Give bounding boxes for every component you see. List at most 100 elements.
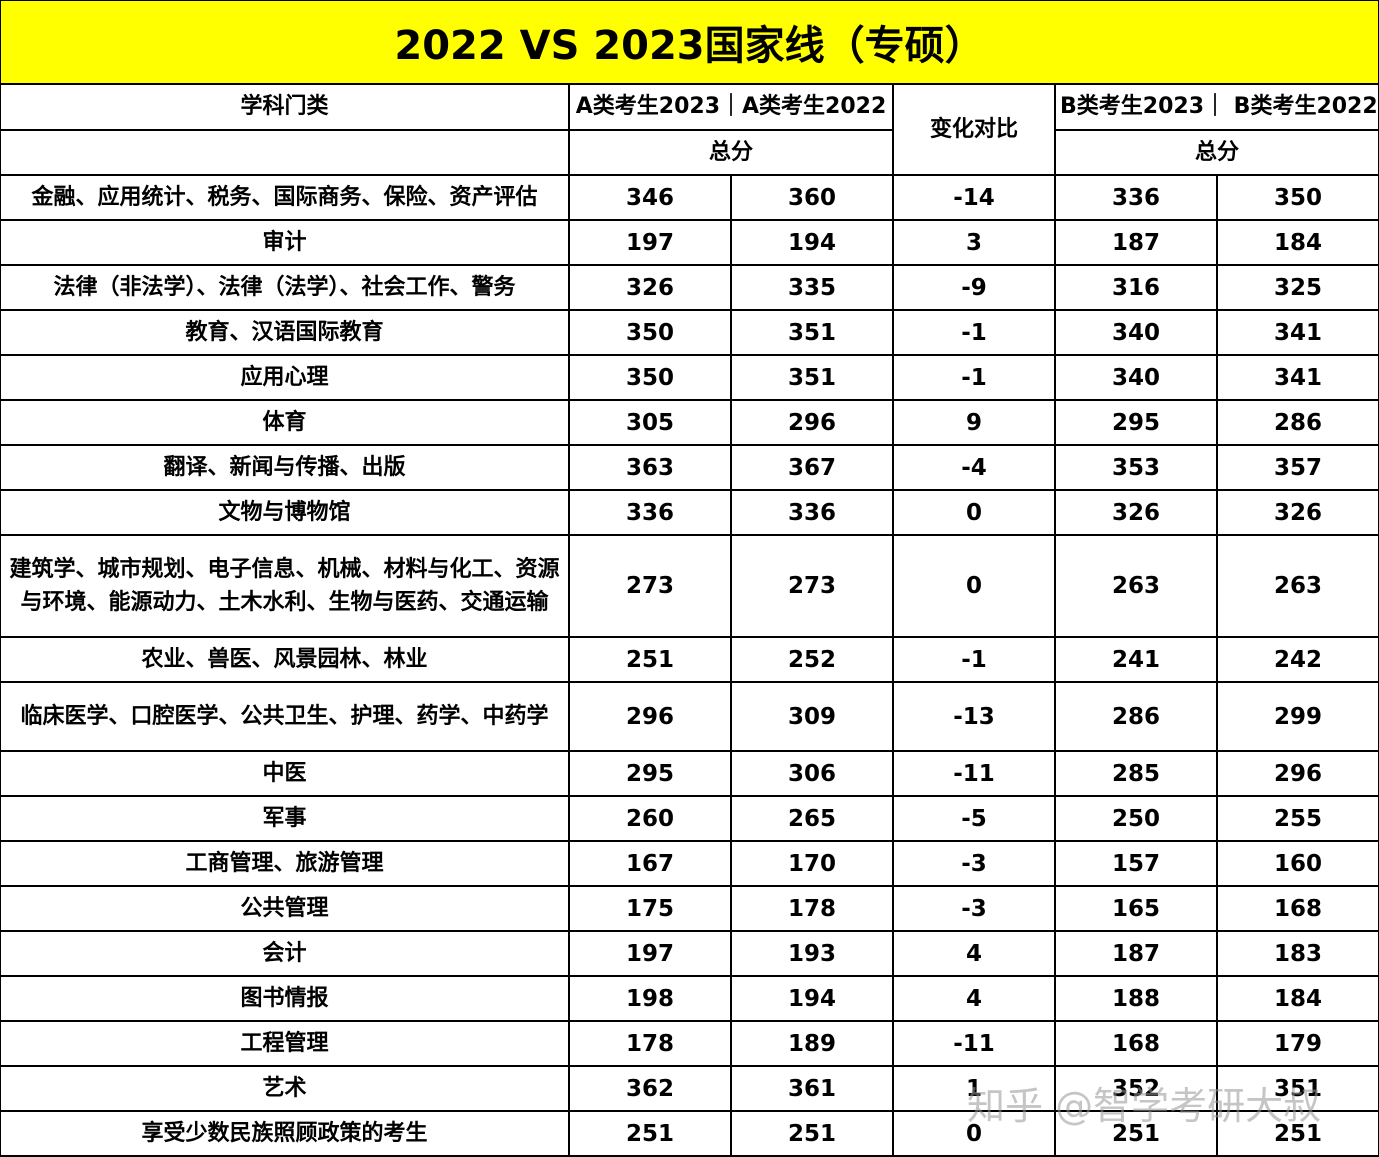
header-row-2: 总分 总分 xyxy=(1,129,1379,176)
a2022-score-cell: 265 xyxy=(729,795,895,842)
a2023-score-cell: 350 xyxy=(568,354,732,401)
b2022-score-cell: 179 xyxy=(1216,1020,1379,1067)
b2022-score-cell: 351 xyxy=(1216,1065,1379,1112)
b2022-score-cell: 242 xyxy=(1216,636,1379,683)
b2022-score-cell: 168 xyxy=(1216,885,1379,932)
a2022-score-cell: 194 xyxy=(729,219,895,266)
subject-cell: 公共管理 xyxy=(1,885,570,932)
subject-cell: 教育、汉语国际教育 xyxy=(1,309,570,356)
change-cell: -3 xyxy=(892,840,1057,887)
header-row-1: 学科门类 A类考生2023｜A类考生2022 变化对比 B类考生2023｜ B类… xyxy=(1,85,1379,176)
subject-cell: 文物与博物馆 xyxy=(1,489,570,536)
a2022-score-cell: 336 xyxy=(729,489,895,536)
subject-cell: 中医 xyxy=(1,750,570,797)
change-cell: -1 xyxy=(892,309,1057,356)
subject-cell: 体育 xyxy=(1,399,570,446)
b2022-score-cell: 326 xyxy=(1216,489,1379,536)
change-cell: 3 xyxy=(892,219,1057,266)
b2023-score-cell: 340 xyxy=(1054,309,1219,356)
b2022-score-cell: 183 xyxy=(1216,930,1379,977)
b2022-score-cell: 286 xyxy=(1216,399,1379,446)
a2022-score-cell: 194 xyxy=(729,975,895,1022)
change-cell: 0 xyxy=(892,1110,1057,1157)
a2023-score-cell: 197 xyxy=(568,930,732,977)
table-row: 金融、应用统计、税务、国际商务、保险、资产评估 346 360 -14 336 350 xyxy=(1,174,1379,221)
b2023-score-cell: 157 xyxy=(1054,840,1219,887)
a2023-score-cell: 197 xyxy=(568,219,732,266)
b2022-score-cell: 299 xyxy=(1216,681,1379,752)
subject-cell: 法律（非法学）、法律（法学）、社会工作、警务 xyxy=(1,264,570,311)
a2022-score-cell: 367 xyxy=(729,444,895,491)
a2023-score-cell: 251 xyxy=(568,636,732,683)
a2022-score-cell: 189 xyxy=(729,1020,895,1067)
a2022-score-cell: 178 xyxy=(729,885,895,932)
a2022-score-cell: 170 xyxy=(729,840,895,887)
table-row: 图书情报 198 194 4 188 184 xyxy=(1,975,1379,1022)
a2022-score-cell: 335 xyxy=(729,264,895,311)
b2023-score-cell: 165 xyxy=(1054,885,1219,932)
b2022-score-cell: 184 xyxy=(1216,219,1379,266)
a2022-score-cell: 193 xyxy=(729,930,895,977)
subject-cell: 图书情报 xyxy=(1,975,570,1022)
a2022-score-cell: 351 xyxy=(729,309,895,356)
b2022-score-cell: 357 xyxy=(1216,444,1379,491)
subject-cell: 会计 xyxy=(1,930,570,977)
table-row: 会计 197 193 4 187 183 xyxy=(1,930,1379,977)
b2023-score-cell: 336 xyxy=(1054,174,1219,221)
a2023-score-cell: 251 xyxy=(568,1110,732,1157)
subject-cell: 军事 xyxy=(1,795,570,842)
a-total-header: 总分 xyxy=(567,129,895,176)
b2023-score-cell: 188 xyxy=(1054,975,1219,1022)
change-cell: -11 xyxy=(892,750,1057,797)
subject-cell: 享受少数民族照顾政策的考生 xyxy=(1,1110,570,1157)
table-row: 军事 260 265 -5 250 255 xyxy=(1,795,1379,842)
b2022-score-cell: 350 xyxy=(1216,174,1379,221)
a2023-score-cell: 175 xyxy=(568,885,732,932)
change-cell: -4 xyxy=(892,444,1057,491)
b2023-score-cell: 187 xyxy=(1054,930,1219,977)
table-row: 享受少数民族照顾政策的考生 251 251 0 251 251 xyxy=(1,1110,1379,1157)
a2023-score-cell: 273 xyxy=(568,534,732,638)
b2023-score-cell: 353 xyxy=(1054,444,1219,491)
subject-header-blank xyxy=(1,129,570,176)
a2023-score-cell: 295 xyxy=(568,750,732,797)
change-cell: 4 xyxy=(892,930,1057,977)
table-row: 文物与博物馆 336 336 0 326 326 xyxy=(1,489,1379,536)
a2022-score-cell: 306 xyxy=(729,750,895,797)
table-row: 应用心理 350 351 -1 340 341 xyxy=(1,354,1379,401)
a2022-score-cell: 251 xyxy=(729,1110,895,1157)
subject-cell: 工程管理 xyxy=(1,1020,570,1067)
subject-cell: 工商管理、旅游管理 xyxy=(1,840,570,887)
b2023-score-cell: 241 xyxy=(1054,636,1219,683)
subject-cell: 应用心理 xyxy=(1,354,570,401)
b2022-score-cell: 160 xyxy=(1216,840,1379,887)
b2022-score-cell: 255 xyxy=(1216,795,1379,842)
score-table: 学科门类 A类考生2023｜A类考生2022 变化对比 B类考生2023｜ B类… xyxy=(1,85,1379,1157)
b2022-score-cell: 184 xyxy=(1216,975,1379,1022)
b2023-score-cell: 340 xyxy=(1054,354,1219,401)
b2022-score-cell: 325 xyxy=(1216,264,1379,311)
a2022-score-cell: 361 xyxy=(729,1065,895,1112)
b2023-score-cell: 250 xyxy=(1054,795,1219,842)
a-group-header: A类考生2023｜A类考生2022 xyxy=(567,85,895,131)
b-total-header: 总分 xyxy=(1054,129,1379,176)
table-row: 体育 305 296 9 295 286 xyxy=(1,399,1379,446)
change-cell: -3 xyxy=(892,885,1057,932)
table-row: 农业、兽医、风景园林、林业 251 252 -1 241 242 xyxy=(1,636,1379,683)
b2022-score-cell: 251 xyxy=(1216,1110,1379,1157)
a2022-score-cell: 360 xyxy=(729,174,895,221)
b2023-score-cell: 352 xyxy=(1054,1065,1219,1112)
change-cell: 9 xyxy=(892,399,1057,446)
subject-cell: 翻译、新闻与传播、出版 xyxy=(1,444,570,491)
subject-cell: 艺术 xyxy=(1,1065,570,1112)
table-row: 审计 197 194 3 187 184 xyxy=(1,219,1379,266)
subject-cell: 金融、应用统计、税务、国际商务、保险、资产评估 xyxy=(1,174,570,221)
b2022-score-cell: 296 xyxy=(1216,750,1379,797)
b2023-score-cell: 285 xyxy=(1054,750,1219,797)
table-row: 翻译、新闻与传播、出版 363 367 -4 353 357 xyxy=(1,444,1379,491)
table-row: 教育、汉语国际教育 350 351 -1 340 341 xyxy=(1,309,1379,356)
b2022-score-cell: 341 xyxy=(1216,309,1379,356)
a2023-score-cell: 336 xyxy=(568,489,732,536)
subject-cell: 审计 xyxy=(1,219,570,266)
